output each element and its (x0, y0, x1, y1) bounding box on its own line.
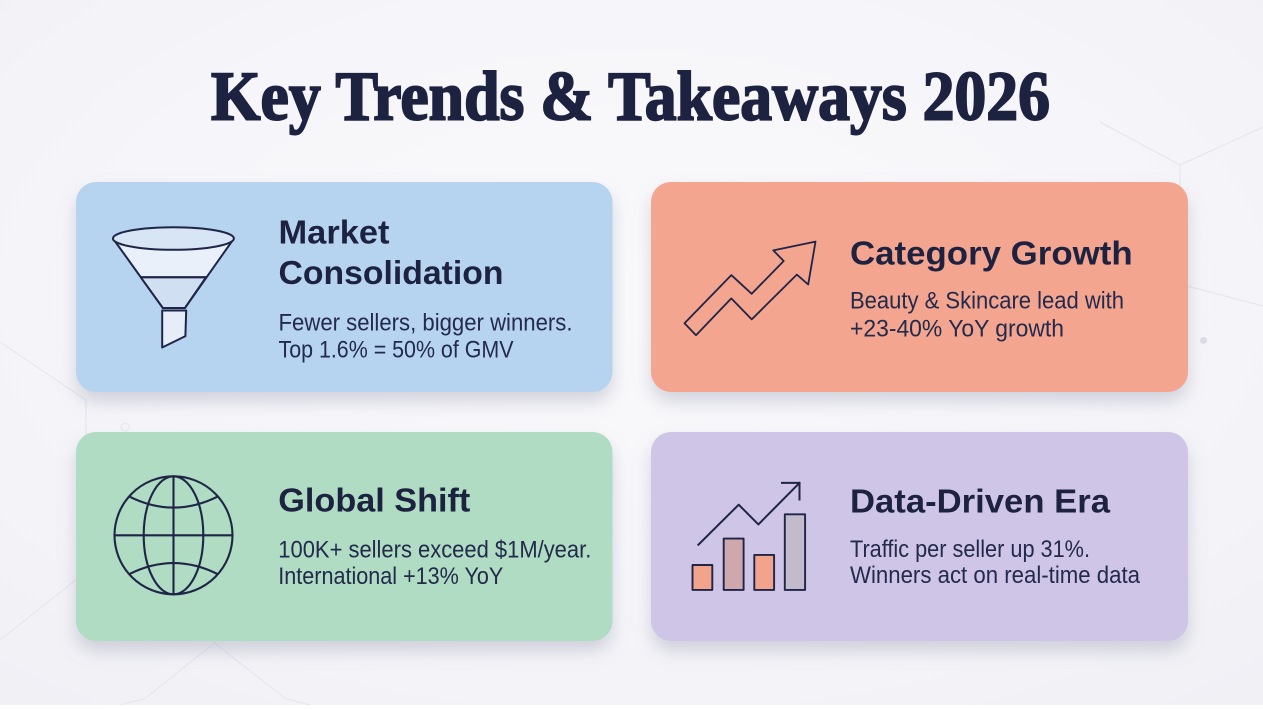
svg-text:100K+ sellers exceed $1M/year.: 100K+ sellers exceed $1M/year. (278, 536, 591, 563)
svg-text:Consolidation: Consolidation (279, 255, 504, 292)
svg-text:Data-Driven Era: Data-Driven Era (850, 484, 1110, 521)
svg-text:Global Shift: Global Shift (278, 483, 470, 520)
svg-text:International +13% YoY: International +13% YoY (278, 563, 503, 590)
svg-text:Key Trends & Takeaways 2026: Key Trends & Takeaways 2026 (211, 58, 1050, 135)
svg-text:Top 1.6% = 50% of GMV: Top 1.6% = 50% of GMV (279, 337, 514, 364)
svg-text:+23-40% YoY growth: +23-40% YoY growth (850, 315, 1064, 342)
svg-text:Winners act on real-time data: Winners act on real-time data (850, 562, 1141, 589)
svg-text:Beauty & Skincare lead with: Beauty & Skincare lead with (850, 287, 1124, 314)
svg-text:Market: Market (279, 215, 390, 252)
svg-text:Fewer sellers, bigger winners.: Fewer sellers, bigger winners. (279, 310, 573, 337)
svg-text:Category Growth: Category Growth (850, 235, 1133, 272)
svg-text:Traffic per seller up 31%.: Traffic per seller up 31%. (850, 536, 1090, 563)
